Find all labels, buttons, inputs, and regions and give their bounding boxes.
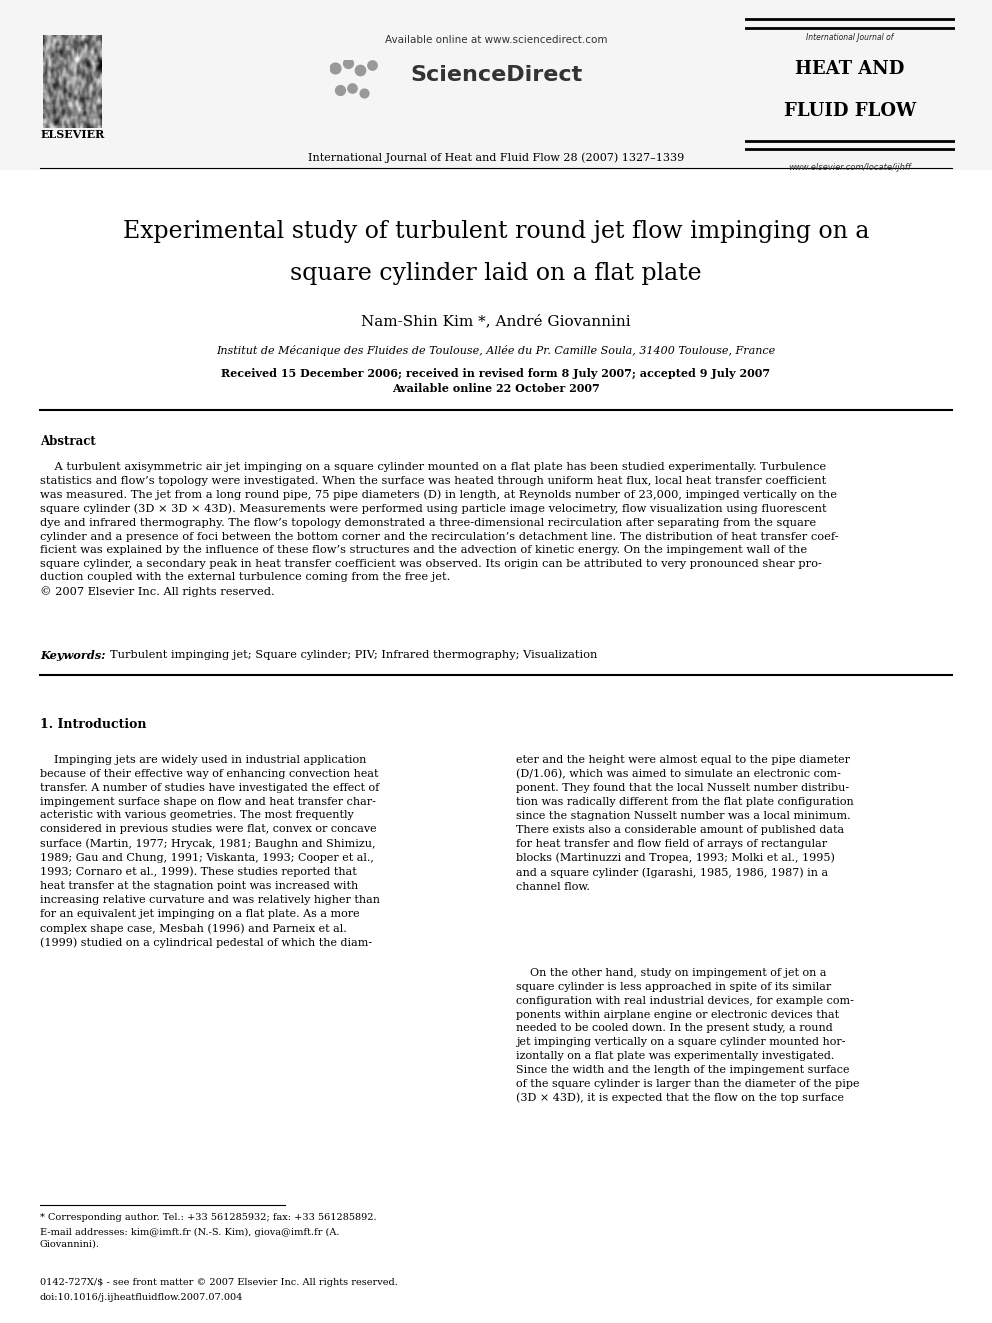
Point bbox=[352, 60, 368, 81]
Point bbox=[340, 52, 356, 73]
Point bbox=[364, 54, 380, 75]
Text: eter and the height were almost equal to the pipe diameter
(D/1.06), which was a: eter and the height were almost equal to… bbox=[516, 755, 854, 892]
Text: Received 15 December 2006; received in revised form 8 July 2007; accepted 9 July: Received 15 December 2006; received in r… bbox=[221, 368, 771, 380]
Point bbox=[332, 79, 348, 101]
Text: 1. Introduction: 1. Introduction bbox=[40, 718, 147, 732]
Text: Turbulent impinging jet; Square cylinder; PIV; Infrared thermography; Visualizat: Turbulent impinging jet; Square cylinder… bbox=[110, 650, 597, 660]
Text: Keywords:: Keywords: bbox=[40, 650, 105, 662]
Text: E-mail addresses: kim@imft.fr (N.-S. Kim), giova@imft.fr (A.
Giovannini).: E-mail addresses: kim@imft.fr (N.-S. Kim… bbox=[40, 1228, 339, 1249]
Text: doi:10.1016/j.ijheatfluidflow.2007.07.004: doi:10.1016/j.ijheatfluidflow.2007.07.00… bbox=[40, 1293, 243, 1302]
Text: * Corresponding author. Tel.: +33 561285932; fax: +33 561285892.: * Corresponding author. Tel.: +33 561285… bbox=[40, 1213, 377, 1222]
Text: FLUID FLOW: FLUID FLOW bbox=[784, 102, 916, 120]
Text: Available online at www.sciencedirect.com: Available online at www.sciencedirect.co… bbox=[385, 34, 607, 45]
Text: International Journal of Heat and Fluid Flow 28 (2007) 1327–1339: International Journal of Heat and Fluid … bbox=[308, 152, 684, 163]
Text: square cylinder laid on a flat plate: square cylinder laid on a flat plate bbox=[291, 262, 701, 284]
Point bbox=[344, 77, 360, 98]
Text: On the other hand, study on impingement of jet on a
square cylinder is less appr: On the other hand, study on impingement … bbox=[516, 968, 859, 1103]
Text: Institut de Mécanique des Fluides de Toulouse, Allée du Pr. Camille Soula, 31400: Institut de Mécanique des Fluides de Tou… bbox=[216, 345, 776, 356]
Text: Experimental study of turbulent round jet flow impinging on a: Experimental study of turbulent round je… bbox=[123, 220, 869, 243]
Text: Nam-Shin Kim *, André Giovannini: Nam-Shin Kim *, André Giovannini bbox=[361, 314, 631, 328]
Text: Abstract: Abstract bbox=[40, 435, 96, 448]
Text: A turbulent axisymmetric air jet impinging on a square cylinder mounted on a fla: A turbulent axisymmetric air jet impingi… bbox=[40, 462, 838, 597]
Text: International Journal of: International Journal of bbox=[806, 33, 894, 42]
Point bbox=[327, 57, 343, 78]
Text: 0142-727X/$ - see front matter © 2007 Elsevier Inc. All rights reserved.: 0142-727X/$ - see front matter © 2007 El… bbox=[40, 1278, 398, 1287]
Text: HEAT AND: HEAT AND bbox=[796, 60, 905, 78]
Text: Impinging jets are widely used in industrial application
because of their effect: Impinging jets are widely used in indust… bbox=[40, 755, 380, 949]
Text: ScienceDirect: ScienceDirect bbox=[410, 65, 582, 85]
Point bbox=[356, 82, 372, 103]
Text: Available online 22 October 2007: Available online 22 October 2007 bbox=[392, 382, 600, 394]
Text: www.elsevier.com/locate/ijhff: www.elsevier.com/locate/ijhff bbox=[789, 163, 912, 172]
Text: ELSEVIER: ELSEVIER bbox=[41, 128, 104, 139]
